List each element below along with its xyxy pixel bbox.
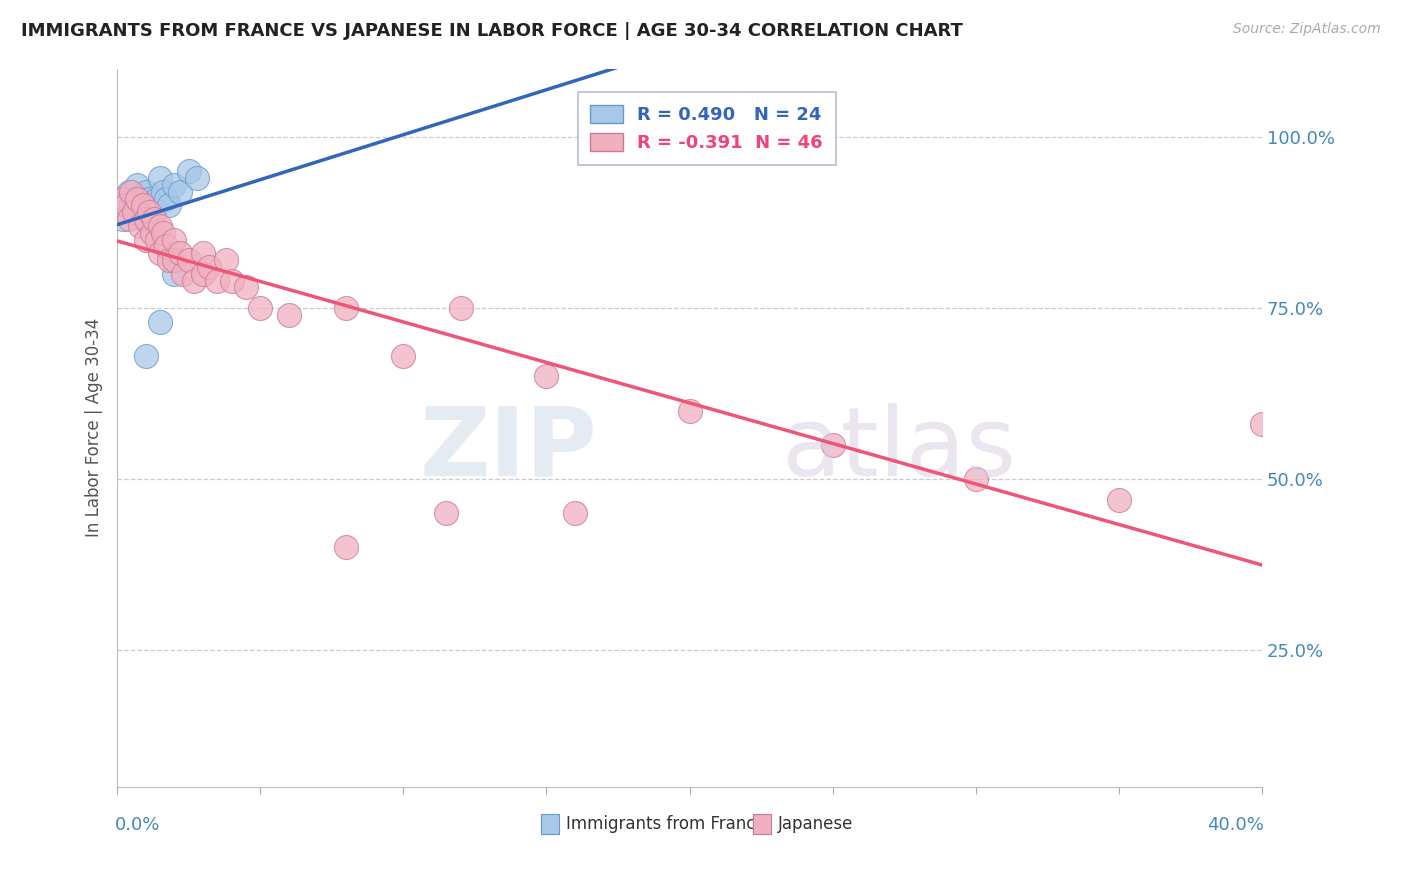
Point	[152, 226, 174, 240]
Point	[127, 178, 149, 192]
Point	[149, 315, 172, 329]
Point	[186, 171, 208, 186]
Point	[135, 233, 157, 247]
Point	[335, 541, 357, 555]
Point	[149, 246, 172, 260]
Point	[434, 506, 457, 520]
Point	[821, 438, 844, 452]
Point	[135, 212, 157, 227]
Point	[141, 198, 163, 212]
Point	[143, 205, 166, 219]
FancyBboxPatch shape	[752, 814, 770, 834]
Point	[277, 308, 299, 322]
Point	[678, 403, 700, 417]
Point	[1108, 492, 1130, 507]
Point	[163, 178, 186, 192]
Point	[215, 253, 238, 268]
Point	[149, 219, 172, 233]
Point	[141, 226, 163, 240]
Point	[392, 349, 415, 363]
Point	[155, 239, 177, 253]
Point	[1251, 417, 1274, 432]
Point	[235, 280, 257, 294]
Point	[177, 164, 200, 178]
Point	[207, 274, 229, 288]
Point	[191, 246, 214, 260]
Point	[249, 301, 271, 315]
Point	[138, 205, 160, 219]
Point	[138, 192, 160, 206]
Point	[111, 192, 134, 206]
Point	[149, 171, 172, 186]
Text: 40.0%: 40.0%	[1208, 815, 1264, 834]
Point	[124, 205, 146, 219]
Point	[146, 233, 169, 247]
Point	[450, 301, 472, 315]
Point	[191, 267, 214, 281]
Point	[117, 212, 139, 227]
Point	[564, 506, 586, 520]
Point	[143, 212, 166, 227]
Point	[177, 253, 200, 268]
Text: IMMIGRANTS FROM FRANCE VS JAPANESE IN LABOR FORCE | AGE 30-34 CORRELATION CHART: IMMIGRANTS FROM FRANCE VS JAPANESE IN LA…	[21, 22, 963, 40]
Point	[135, 349, 157, 363]
Point	[114, 198, 136, 212]
Point	[335, 301, 357, 315]
Point	[117, 185, 139, 199]
Point	[146, 192, 169, 206]
Point	[172, 267, 194, 281]
Point	[183, 274, 205, 288]
FancyBboxPatch shape	[541, 814, 560, 834]
Point	[152, 185, 174, 199]
Text: 0.0%: 0.0%	[115, 815, 160, 834]
Point	[163, 233, 186, 247]
Point	[124, 192, 146, 206]
Text: ZIP: ZIP	[420, 403, 598, 496]
Point	[169, 246, 191, 260]
Point	[127, 192, 149, 206]
Y-axis label: In Labor Force | Age 30-34: In Labor Force | Age 30-34	[86, 318, 103, 537]
Point	[163, 267, 186, 281]
Text: atlas: atlas	[782, 403, 1017, 496]
Point	[197, 260, 219, 274]
Legend: R = 0.490   N = 24, R = -0.391  N = 46: R = 0.490 N = 24, R = -0.391 N = 46	[578, 92, 835, 165]
Point	[157, 253, 180, 268]
Point	[111, 212, 134, 227]
Point	[132, 212, 155, 227]
Point	[121, 185, 143, 199]
Point	[536, 369, 558, 384]
Text: Immigrants from France: Immigrants from France	[567, 814, 765, 832]
Point	[121, 198, 143, 212]
Point	[135, 212, 157, 227]
Point	[965, 472, 987, 486]
Point	[169, 185, 191, 199]
Text: Source: ZipAtlas.com: Source: ZipAtlas.com	[1233, 22, 1381, 37]
Point	[129, 205, 152, 219]
Point	[132, 198, 155, 212]
Text: Japanese: Japanese	[778, 814, 853, 832]
Point	[163, 253, 186, 268]
Point	[129, 219, 152, 233]
Point	[155, 192, 177, 206]
Point	[221, 274, 243, 288]
Point	[157, 198, 180, 212]
Point	[135, 185, 157, 199]
